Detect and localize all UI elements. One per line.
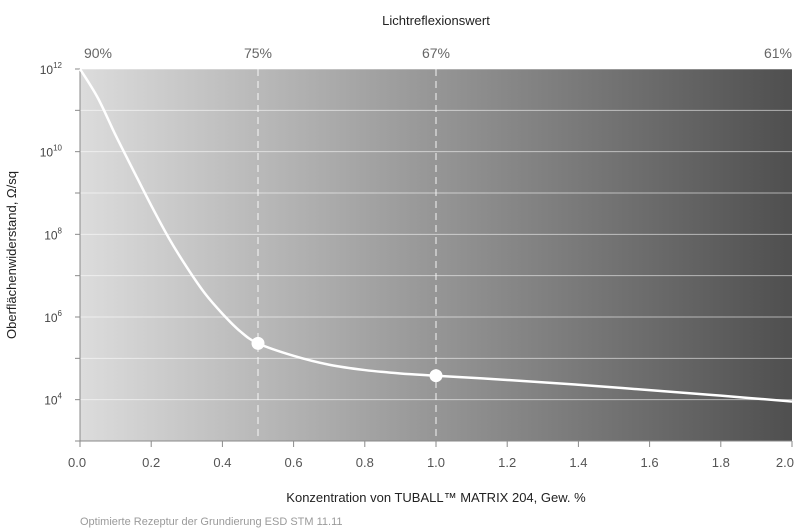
top-tick-label: 90%	[84, 45, 112, 61]
x-axis-ticks: 0.0 0.2 0.4 0.6 0.8 1.0 1.2 1.4 1.6 1.8 2.0	[68, 441, 794, 470]
top-tick-label: 75%	[244, 45, 272, 61]
data-point-marker	[251, 336, 265, 350]
x-tick-label: 1.0	[427, 455, 445, 470]
reference-lines	[257, 69, 437, 441]
top-tick-label: 61%	[764, 45, 792, 61]
x-tick-label: 0.4	[213, 455, 231, 470]
y-tick-label: 1010	[40, 144, 63, 160]
top-tick-label: 67%	[422, 45, 450, 61]
x-tick-label: 1.6	[641, 455, 659, 470]
y-axis-title: Oberflächenwiderstand, Ω/sq	[4, 171, 19, 339]
y-axis-ticks: 1012 1010 108 106 104	[40, 61, 80, 442]
y-tick-label: 108	[44, 226, 62, 242]
data-point-marker	[429, 369, 443, 383]
x-axis-title: Konzentration von TUBALL™ MATRIX 204, Ge…	[286, 490, 586, 505]
x-tick-label: 0.2	[142, 455, 160, 470]
x-tick-label: 0.0	[68, 455, 86, 470]
y-tick-label: 106	[44, 309, 62, 325]
y-tick-label: 104	[44, 392, 62, 408]
top-axis-title: Lichtreflexionswert	[382, 13, 490, 28]
y-tick-label: 1012	[40, 61, 63, 77]
footnote: Optimierte Rezeptur der Grundierung ESD …	[80, 516, 343, 528]
x-tick-label: 2.0	[776, 455, 794, 470]
x-tick-label: 0.8	[356, 455, 374, 470]
x-tick-label: 1.4	[569, 455, 587, 470]
x-tick-label: 1.8	[712, 455, 730, 470]
series-markers	[251, 336, 443, 383]
x-tick-label: 1.2	[498, 455, 516, 470]
x-tick-label: 0.6	[285, 455, 303, 470]
top-axis-ticks: 90% 75% 67% 61%	[84, 45, 792, 61]
